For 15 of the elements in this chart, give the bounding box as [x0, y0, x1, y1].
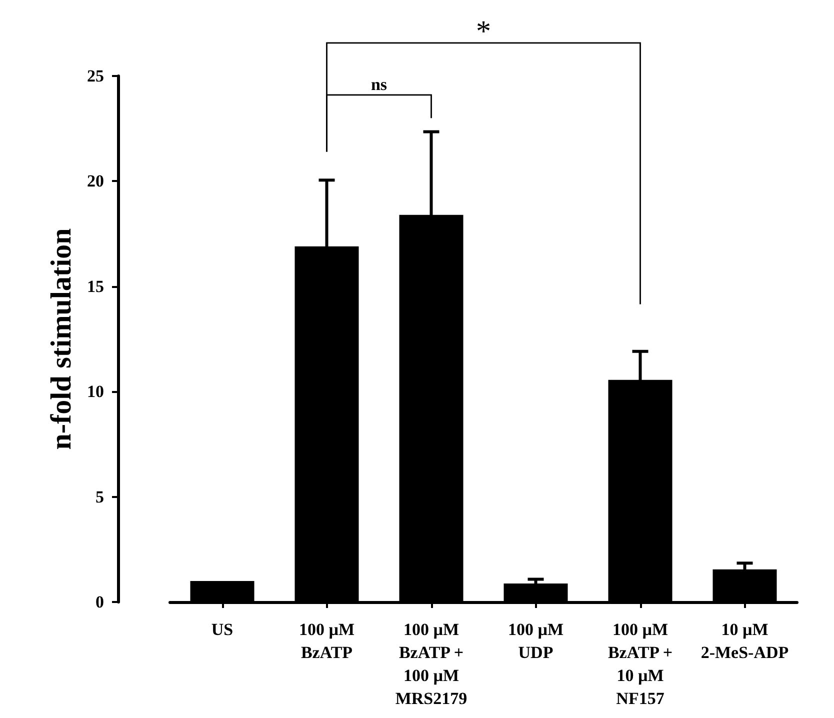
y-tick-label: 25	[87, 66, 104, 86]
x-tick-label: 100 µM BzATP + 100 µM MRS2179	[395, 620, 468, 708]
x-tick-label: 10 µM 2-MeS-ADP	[700, 620, 789, 662]
y-tick-label: 0	[96, 592, 104, 612]
y-tick-label: 20	[87, 172, 104, 191]
y-axis-title: n-fold stimulation	[46, 228, 78, 450]
annotation: ns	[370, 74, 388, 94]
x-tick-label: 100 µM UDP	[508, 620, 564, 662]
y-tick-label: 5	[96, 487, 104, 506]
y-tick-label: 10	[87, 382, 104, 402]
text: *	[476, 14, 491, 48]
x-tick-label: 100 µM BzATP + 10 µM NF157	[608, 620, 673, 708]
y-tick-label: 15	[87, 276, 104, 296]
x-tick-label: US	[211, 620, 234, 639]
x-tick-label: 100 µM BzATP	[298, 620, 355, 662]
